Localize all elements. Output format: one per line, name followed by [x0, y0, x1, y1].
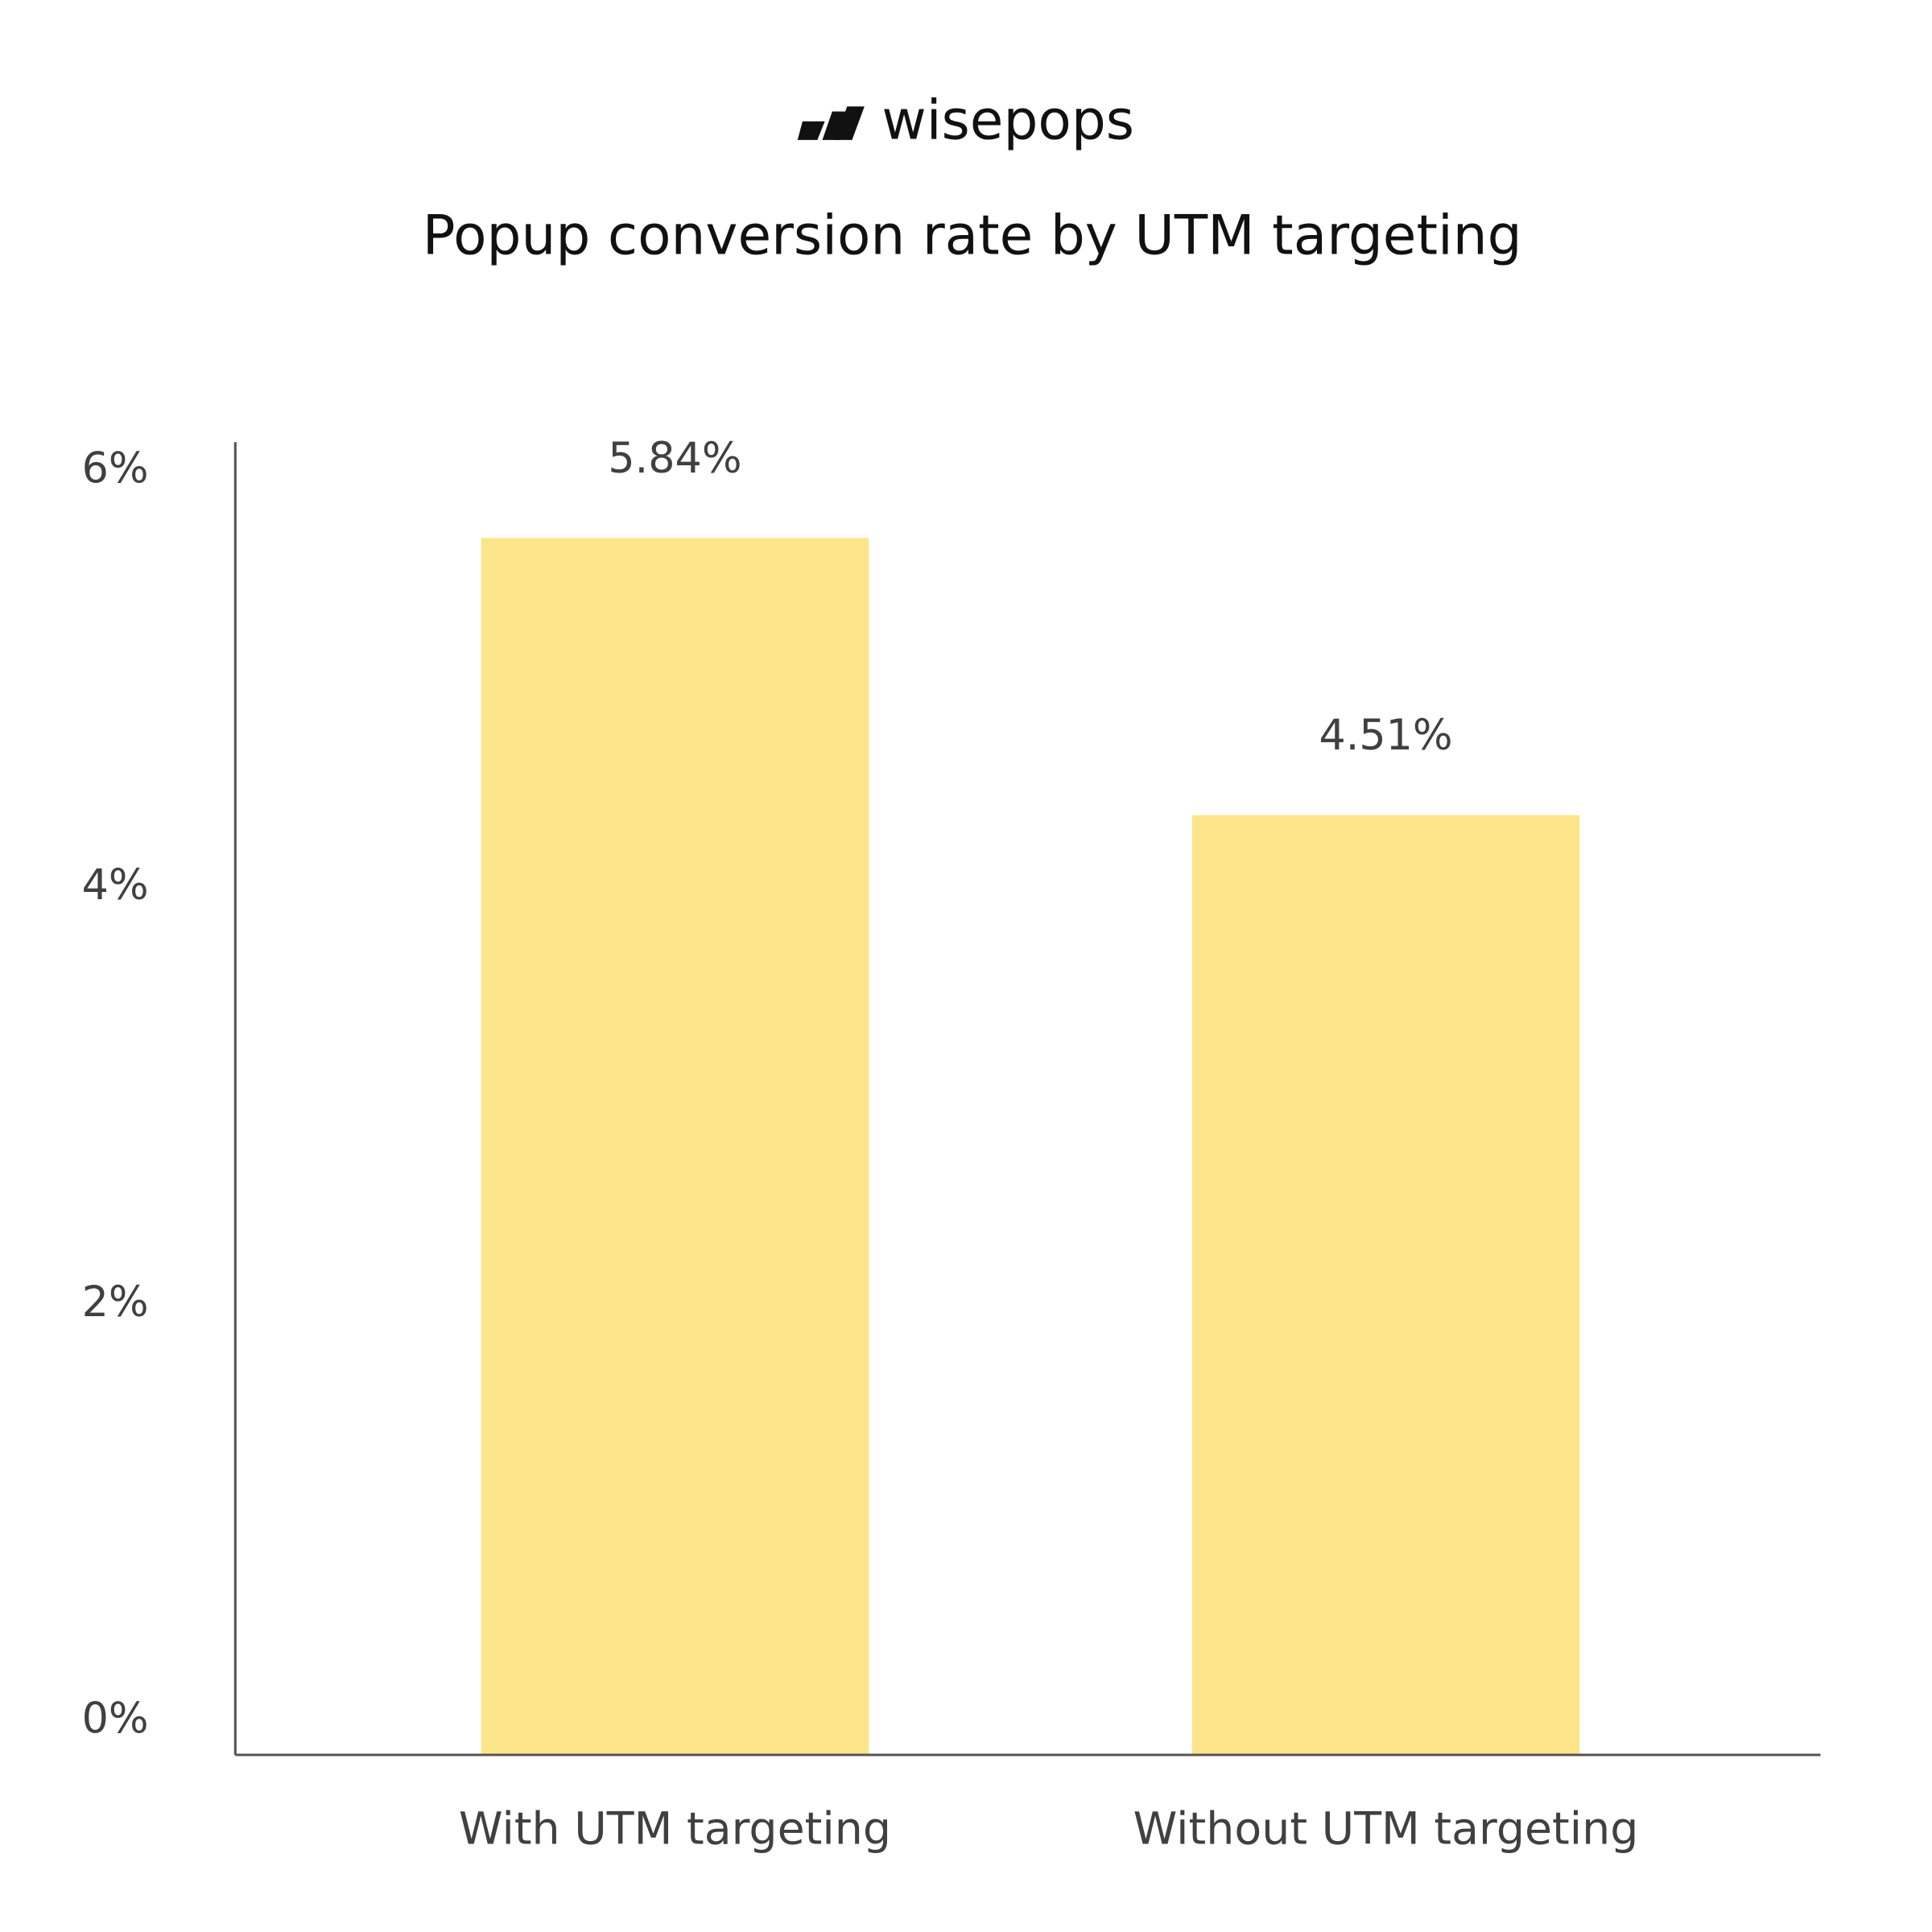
brand-name: wisepops — [881, 88, 1134, 151]
chart-title: Popup conversion rate by UTM targeting — [423, 203, 1522, 266]
y-tick-label: 2% — [82, 1278, 149, 1327]
x-tick-label: With UTM targeting — [459, 1804, 891, 1856]
bar — [481, 538, 869, 1756]
value-label: 4.51% — [1319, 711, 1452, 760]
brand-logo — [797, 106, 865, 140]
y-tick-label: 4% — [82, 861, 149, 910]
x-tick-label: Without UTM targeting — [1133, 1804, 1639, 1856]
bar — [1191, 815, 1580, 1755]
value-label: 5.84% — [608, 434, 741, 483]
y-tick-label: 0% — [82, 1694, 149, 1743]
y-tick-label: 6% — [82, 444, 149, 493]
